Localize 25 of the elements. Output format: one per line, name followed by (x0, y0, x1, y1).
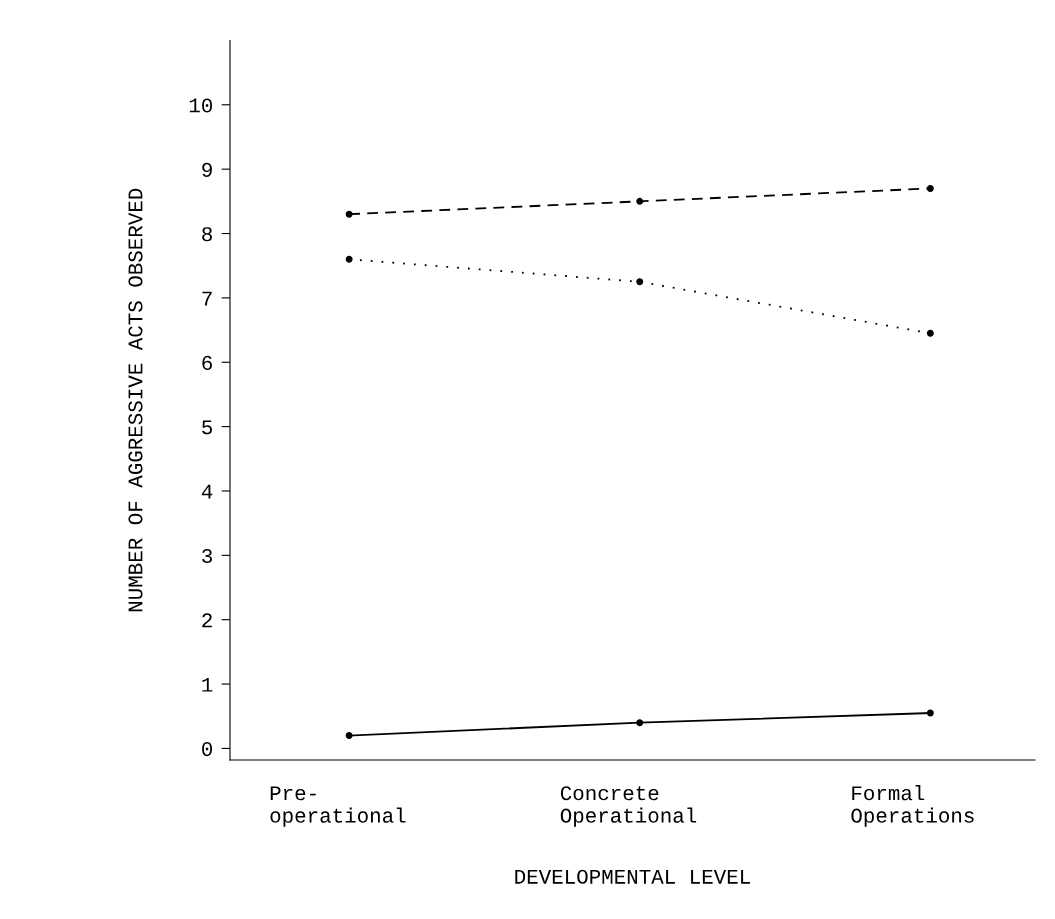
point (636, 197, 644, 205)
x-tick-label: Formal Operations (851, 785, 974, 827)
point (636, 278, 644, 286)
y-tick-label: 10 (189, 98, 213, 113)
point (926, 184, 934, 192)
point (636, 719, 644, 727)
point (345, 732, 353, 740)
x-tick-label: Concrete Operational (560, 786, 697, 827)
y-tick-label: 5 (202, 420, 212, 435)
y-tick-label: 1 (202, 677, 213, 692)
y-tick-label: 2 (202, 613, 212, 628)
point (926, 709, 934, 717)
y-tick-label: 8 (202, 227, 212, 242)
y-tick-label: 6 (202, 355, 212, 370)
y-tick-label: 3 (202, 548, 212, 564)
point (926, 329, 934, 337)
y-tick-label: 0 (202, 742, 213, 757)
y-tick-label: 4 (201, 484, 213, 499)
point (345, 210, 353, 218)
point (345, 255, 353, 263)
y-tick-label: 9 (202, 162, 212, 177)
y-tick-label: 7 (202, 291, 212, 306)
y-axis-title: NUMBER OF AGGRESSIVE ACTS OBSERVED (128, 188, 143, 612)
x-tick-label: Pre- operational (270, 786, 406, 827)
x-axis-title: DEVELOPMENTAL LEVEL (515, 869, 750, 884)
